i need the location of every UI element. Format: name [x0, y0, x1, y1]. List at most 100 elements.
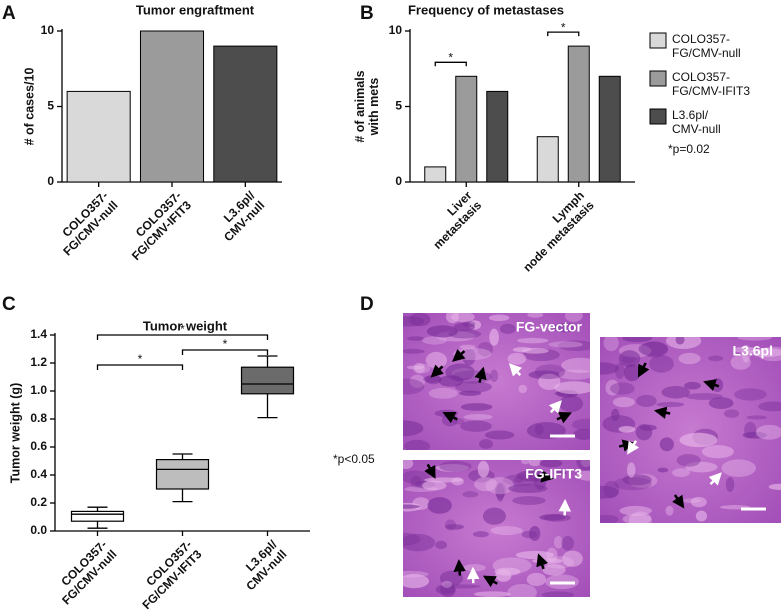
tissue-texture: [675, 337, 685, 345]
tissue-texture: [657, 467, 669, 473]
annotation: *p<0.05: [333, 452, 375, 466]
y-tick-label: 0.6: [30, 439, 47, 453]
panel-letter: A: [2, 3, 16, 24]
tissue-texture: [477, 341, 493, 357]
tissue-texture: [439, 460, 472, 472]
chart-title: Tumor engraftment: [136, 2, 255, 17]
tissue-texture: [559, 395, 584, 413]
significance-label: *: [180, 322, 185, 336]
y-tick-label: 5: [47, 99, 54, 113]
chart-title: Frequency of metastases: [408, 2, 564, 17]
bar: [486, 90, 509, 183]
tissue-texture: [603, 337, 619, 352]
tissue-texture: [613, 476, 652, 491]
significance-label: *: [138, 352, 143, 366]
tissue-texture: [527, 313, 544, 318]
x-tick-label: Livermetastasis: [421, 188, 485, 252]
tissue-texture: [542, 564, 566, 576]
tissue-texture: [610, 382, 635, 395]
tissue-texture: [734, 388, 767, 401]
tissue-texture: [406, 365, 425, 370]
y-tick-label: 10: [41, 23, 55, 37]
tissue-texture: [600, 362, 619, 375]
tissue-texture: [725, 477, 735, 492]
tissue-texture: [554, 381, 590, 395]
tissue-texture: [573, 428, 590, 440]
tissue-texture: [665, 505, 674, 516]
arrow: [424, 463, 436, 479]
tissue-texture: [450, 313, 475, 323]
tissue-texture: [403, 533, 436, 552]
tissue-texture: [672, 468, 690, 478]
tissue-texture: [409, 374, 426, 389]
arrow: [508, 363, 523, 377]
tissue-texture: [403, 348, 425, 354]
tissue-texture: [742, 431, 768, 439]
tissue-texture: [679, 432, 718, 448]
tissue-texture: [539, 460, 563, 468]
tissue-texture: [403, 460, 414, 470]
tissue-texture: [474, 477, 498, 492]
tissue-texture: [473, 591, 512, 597]
tissue-texture: [755, 424, 781, 440]
y-tick-label: 0.8: [30, 411, 47, 425]
y-tick-label: 1.2: [30, 355, 47, 369]
bar: [213, 45, 278, 183]
tissue-texture: [690, 496, 707, 508]
arrow: [703, 379, 720, 392]
tissue-texture: [403, 470, 430, 484]
y-tick-label: 0.0: [30, 523, 47, 537]
tissue-texture: [508, 483, 548, 494]
tissue-texture: [614, 362, 625, 380]
tissue-texture: [708, 355, 724, 362]
tissue-texture: [441, 580, 453, 588]
tissue-texture: [426, 325, 458, 338]
tissue-texture: [496, 483, 505, 502]
tissue-texture: [459, 344, 476, 350]
tissue-texture: [403, 574, 430, 589]
arrow: [548, 400, 562, 414]
y-axis-label: # of cases/10: [22, 68, 36, 146]
tissue-texture: [539, 514, 566, 521]
tissue-texture: [638, 341, 668, 356]
tissue-texture: [656, 401, 685, 408]
tissue-texture: [548, 341, 583, 348]
y-tick-label: 10: [389, 23, 403, 37]
significance-bracket: [181, 349, 269, 355]
y-tick-label: 5: [395, 99, 402, 113]
tissue-texture: [622, 337, 653, 343]
tissue-texture: [724, 409, 740, 418]
bar: [139, 30, 205, 183]
y-tick-label: 1.4: [30, 327, 47, 341]
tissue-texture: [463, 564, 486, 572]
image-label: L3.6pl: [733, 343, 773, 359]
tissue-texture: [518, 384, 528, 394]
tissue-texture: [403, 504, 421, 509]
tissue-texture: [488, 314, 510, 322]
significance-bracket: [434, 61, 467, 67]
tissue-texture: [422, 336, 447, 345]
significance-bracket: [547, 31, 580, 37]
tissue-texture: [741, 344, 751, 363]
box: [70, 510, 125, 522]
tissue-texture: [721, 459, 756, 477]
legend-swatch: [649, 32, 667, 49]
tissue-texture: [438, 375, 464, 387]
tissue-texture: [463, 414, 493, 420]
tissue-texture: [435, 463, 470, 472]
tissue-texture: [482, 507, 506, 525]
tissue-texture: [453, 322, 475, 332]
x-tick-label: COLO357-FG/CMV-null: [51, 188, 121, 258]
tissue-texture: [684, 381, 701, 390]
tissue-texture: [600, 485, 619, 499]
tissue-texture: [403, 316, 425, 327]
significance-label: *: [448, 50, 453, 64]
arrow: [453, 559, 466, 576]
arrow: [537, 470, 554, 483]
tissue-texture: [636, 394, 657, 407]
panel-letter: B: [360, 3, 374, 24]
tissue-texture: [576, 460, 590, 471]
tissue-texture: [678, 352, 701, 365]
tissue-texture: [661, 386, 690, 399]
tissue-texture: [676, 454, 701, 467]
